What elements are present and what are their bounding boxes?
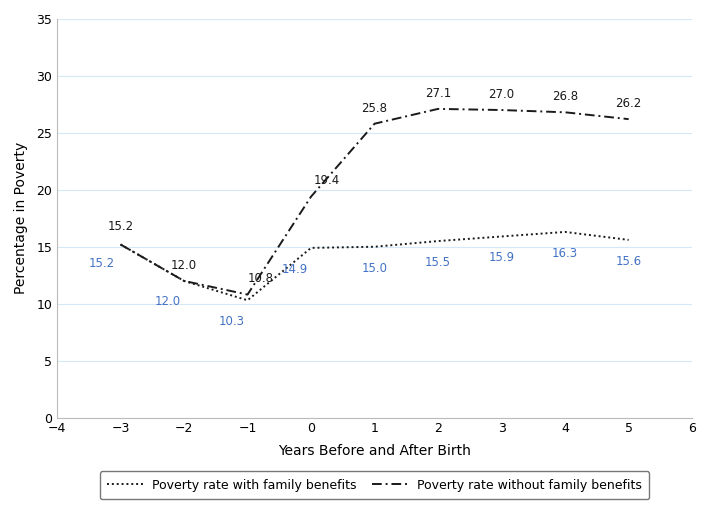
Text: 15.5: 15.5 bbox=[425, 256, 451, 269]
Text: 10.8: 10.8 bbox=[247, 272, 273, 286]
Text: 15.6: 15.6 bbox=[616, 254, 642, 268]
Text: 12.0: 12.0 bbox=[171, 259, 197, 272]
Text: 15.2: 15.2 bbox=[107, 220, 133, 233]
Text: 26.8: 26.8 bbox=[552, 90, 578, 103]
Text: 16.3: 16.3 bbox=[552, 247, 578, 260]
Text: 15.0: 15.0 bbox=[361, 262, 388, 274]
Text: 15.9: 15.9 bbox=[488, 251, 515, 264]
Text: 27.1: 27.1 bbox=[425, 87, 452, 100]
Y-axis label: Percentage in Poverty: Percentage in Poverty bbox=[14, 142, 28, 294]
Text: 27.0: 27.0 bbox=[488, 88, 515, 101]
Text: 10.3: 10.3 bbox=[219, 315, 245, 328]
Text: 19.4: 19.4 bbox=[314, 175, 340, 187]
Text: 14.9: 14.9 bbox=[282, 263, 308, 275]
Text: 15.2: 15.2 bbox=[88, 257, 114, 270]
Text: 25.8: 25.8 bbox=[361, 101, 388, 115]
Text: 12.0: 12.0 bbox=[155, 294, 181, 308]
Legend: Poverty rate with family benefits, Poverty rate without family benefits: Poverty rate with family benefits, Pover… bbox=[100, 471, 649, 499]
Text: 26.2: 26.2 bbox=[616, 97, 642, 110]
X-axis label: Years Before and After Birth: Years Before and After Birth bbox=[278, 444, 471, 458]
